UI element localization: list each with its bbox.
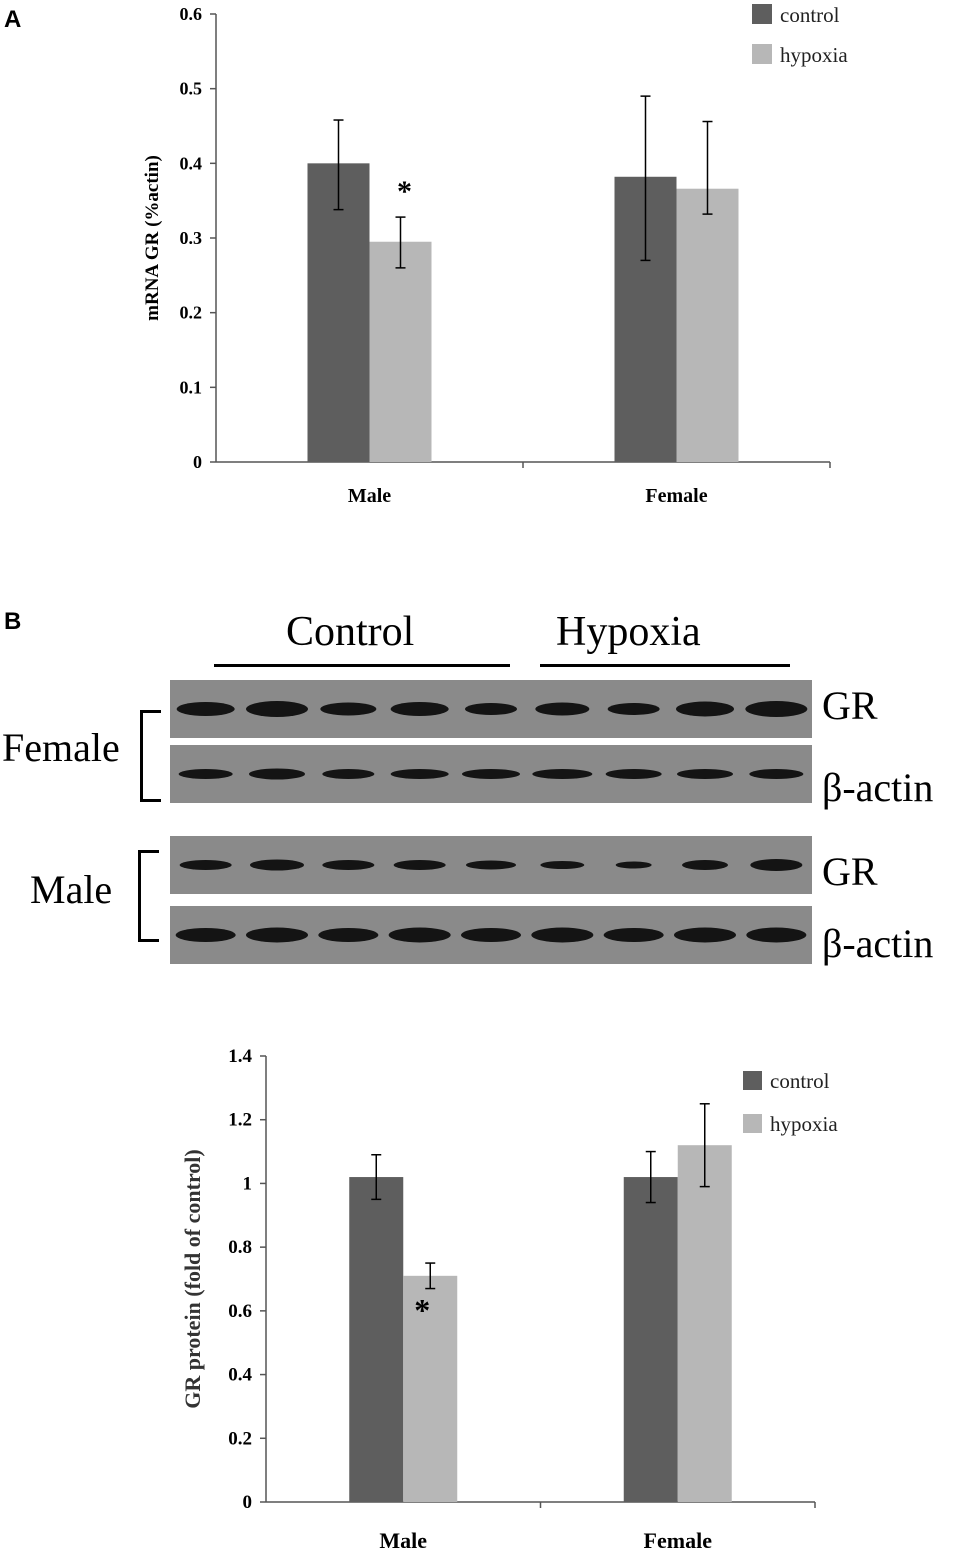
- bar-hypoxia: [677, 1145, 732, 1502]
- blot-band: [531, 927, 594, 943]
- male-bracket: [138, 850, 159, 942]
- y-tick-label: 0.2: [180, 303, 203, 323]
- y-axis-label: mRNA GR (%actin): [142, 155, 163, 321]
- x-category-label: Male: [348, 485, 391, 507]
- blot-band: [322, 860, 375, 870]
- chart-b-gr-protein: 0 0.2 0.4 0.6 0.8 1 1.2 1.4 GR protein (fold of …: [180, 1046, 838, 1553]
- y-tick-label: 0.8: [228, 1237, 252, 1258]
- legend-label-control: control: [770, 1069, 830, 1093]
- blot-band: [749, 769, 804, 779]
- male-gr-band-label: GR: [822, 849, 878, 894]
- y-tick-label: 0.1: [180, 377, 203, 397]
- y-tick-label: 1.4: [228, 1046, 252, 1067]
- blot-band: [466, 860, 516, 870]
- panel-b-letter: B: [4, 608, 22, 635]
- blot-band: [605, 769, 662, 779]
- control-underline: [214, 664, 510, 667]
- x-category-label: Female: [645, 485, 707, 507]
- x-category-label: Female: [644, 1528, 713, 1553]
- bar-hypoxia: [676, 188, 739, 462]
- blot-band: [750, 859, 803, 871]
- blot-band: [462, 769, 520, 779]
- y-axis-label: GR protein (fold of control): [180, 1149, 205, 1409]
- female-bracket: [140, 710, 161, 802]
- female-gr-blot-strip: [170, 680, 812, 738]
- y-tick-label: 1: [243, 1173, 253, 1194]
- blot-strip-svg: [170, 836, 812, 894]
- bar-control: [307, 163, 370, 463]
- blot-band: [465, 703, 517, 715]
- blot-band: [540, 861, 585, 869]
- blot-band: [461, 928, 521, 942]
- blot-band: [388, 927, 451, 943]
- female-gr-band-label: GR: [822, 683, 878, 728]
- hypoxia-underline: [540, 664, 790, 667]
- blot-band: [246, 927, 308, 943]
- legend-swatch-control: [752, 4, 772, 24]
- blot-strip-svg: [170, 680, 812, 738]
- western-blot-figure: Control Hypoxia Female GR β-actin Male G…: [0, 600, 953, 980]
- blot-band: [390, 702, 449, 716]
- y-tick-label: 1.2: [228, 1110, 252, 1131]
- blot-band: [746, 927, 807, 943]
- legend-label-control: control: [780, 3, 840, 27]
- blot-band: [390, 769, 449, 779]
- blot-band: [176, 702, 235, 716]
- legend-swatch-control: [743, 1071, 762, 1090]
- blot-band: [676, 701, 734, 717]
- blot-band: [535, 702, 590, 716]
- blot-band: [603, 928, 664, 942]
- bar-control: [349, 1177, 404, 1502]
- y-tick-label: 0.4: [180, 153, 203, 173]
- blot-band: [178, 769, 233, 779]
- legend-label-hypoxia: hypoxia: [770, 1112, 838, 1136]
- blot-group-control-label: Control: [286, 609, 415, 655]
- blot-sex-female-label: Female: [2, 725, 120, 770]
- y-tick-label: 0: [193, 452, 202, 472]
- bar-control: [623, 1177, 678, 1502]
- bar-hypoxia: [403, 1275, 458, 1502]
- blot-band: [393, 860, 446, 870]
- y-tick-label: 0.6: [228, 1301, 252, 1322]
- y-tick-label: 0.4: [228, 1365, 252, 1386]
- blot-band: [179, 860, 232, 870]
- blot-band: [249, 768, 305, 780]
- blot-band: [246, 701, 308, 717]
- male-actin-blot-strip: [170, 906, 812, 964]
- panel-a-letter: A: [4, 6, 22, 33]
- blot-band: [532, 769, 593, 779]
- blot-strip-svg: [170, 745, 812, 803]
- blot-band: [318, 928, 379, 942]
- y-tick-label: 0.6: [180, 4, 203, 24]
- blot-band: [615, 861, 652, 869]
- female-actin-band-label: β-actin: [822, 765, 934, 810]
- blot-band: [322, 769, 375, 779]
- blot-band: [175, 928, 236, 942]
- blot-band: [250, 859, 304, 871]
- legend-swatch-hypoxia: [752, 44, 772, 64]
- blot-band: [682, 860, 728, 870]
- y-tick-label: 0.3: [180, 228, 203, 248]
- female-actin-blot-strip: [170, 745, 812, 803]
- bar-hypoxia: [369, 241, 432, 462]
- blot-band: [320, 702, 377, 716]
- x-category-label: Male: [379, 1528, 427, 1553]
- significance-asterisk: *: [414, 1292, 430, 1328]
- y-tick-label: 0: [243, 1492, 253, 1513]
- blot-strip-svg: [170, 906, 812, 964]
- legend-label-hypoxia: hypoxia: [780, 43, 848, 67]
- blot-band: [607, 703, 660, 715]
- y-tick-label: 0.5: [180, 79, 203, 99]
- male-actin-band-label: β-actin: [822, 921, 934, 966]
- chart-a-mrna-gr: 0 0.1 0.2 0.3 0.4 0.5 0.6 mRNA GR (%actin) Male F…: [142, 3, 848, 507]
- male-gr-blot-strip: [170, 836, 812, 894]
- blot-sex-male-label: Male: [30, 867, 113, 912]
- blot-group-hypoxia-label: Hypoxia: [556, 609, 701, 655]
- significance-asterisk: *: [397, 175, 412, 208]
- blot-band: [677, 769, 733, 779]
- blot-band: [674, 927, 736, 943]
- y-tick-label: 0.2: [228, 1428, 252, 1449]
- legend-swatch-hypoxia: [743, 1114, 762, 1133]
- blot-band: [745, 701, 808, 717]
